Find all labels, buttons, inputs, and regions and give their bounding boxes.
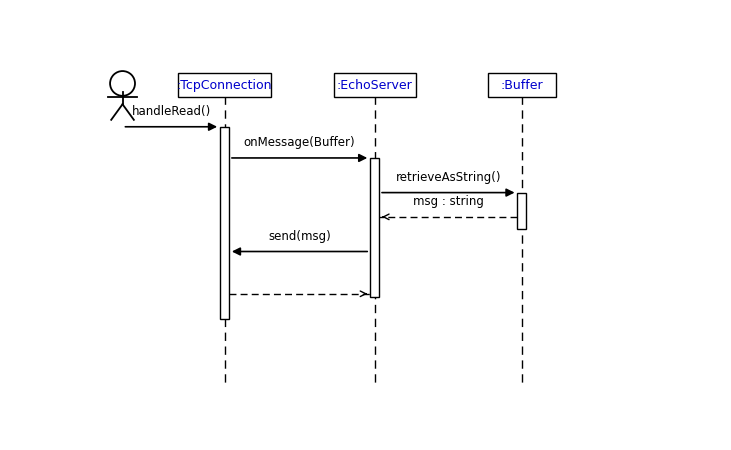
Text: :Buffer: :Buffer xyxy=(501,79,543,92)
Text: retrieveAsString(): retrieveAsString() xyxy=(395,171,501,184)
Bar xyxy=(488,73,556,97)
Text: :EchoServer: :EchoServer xyxy=(337,79,412,92)
Bar xyxy=(220,127,229,319)
Bar xyxy=(518,193,526,229)
Text: handleRead(): handleRead() xyxy=(132,105,211,118)
Text: :TcpConnection: :TcpConnection xyxy=(177,79,272,92)
Text: send(msg): send(msg) xyxy=(268,230,331,243)
Bar xyxy=(370,158,379,297)
Text: onMessage(Buffer): onMessage(Buffer) xyxy=(243,136,355,149)
Text: msg : string: msg : string xyxy=(413,195,484,208)
Bar xyxy=(333,73,416,97)
Bar xyxy=(178,73,271,97)
